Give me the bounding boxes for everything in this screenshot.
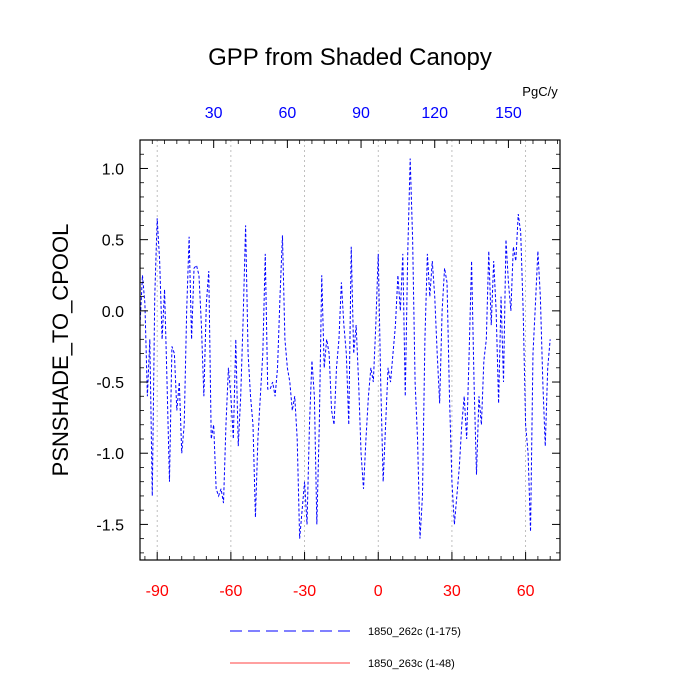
y-tick-label: -1.5 [96, 517, 124, 534]
top-axis-unit-label: PgC/y [522, 84, 558, 99]
y-tick-label: -0.5 [96, 375, 124, 392]
x-bottom-tick-label: -30 [293, 583, 316, 600]
plot-frame [139, 139, 561, 561]
x-top-tick-label: 90 [352, 105, 370, 122]
y-tick-label: 0.5 [102, 233, 124, 250]
chart-title: GPP from Shaded Canopy [208, 44, 492, 71]
series-layer [140, 158, 551, 539]
legend-label-series-2: 1850_263c (1-48) [368, 658, 455, 670]
grid-lines [156, 140, 527, 560]
x-bottom-tick-label: 60 [517, 583, 535, 600]
axis-tick-labels: -90 -60 -30 0 30 60 30 60 90 120 150 1.0 0.5 0.0 -0.5 -… [96, 105, 534, 600]
x-bottom-tick-label: 30 [443, 583, 461, 600]
x-top-tick-label: 60 [278, 105, 296, 122]
y-tick-label: -1.0 [96, 446, 124, 463]
axis-ticks [140, 140, 560, 560]
x-top-tick-label: 120 [421, 105, 448, 122]
x-bottom-tick-label: -90 [146, 583, 169, 600]
series-line-1 [140, 158, 551, 539]
x-bottom-tick-label: -60 [219, 583, 242, 600]
x-top-tick-label: 30 [205, 105, 223, 122]
y-axis-label: PSNSHADE_TO_CPOOL [48, 224, 73, 477]
legend-label-series-1: 1850_262c (1-175) [368, 626, 461, 638]
legend: 1850_262c (1-175) 1850_263c (1-48) [230, 626, 461, 670]
y-tick-label: 1.0 [102, 161, 124, 178]
x-bottom-tick-label: 0 [374, 583, 383, 600]
x-top-tick-label: 150 [495, 105, 522, 122]
y-tick-label: 0.0 [102, 304, 124, 321]
